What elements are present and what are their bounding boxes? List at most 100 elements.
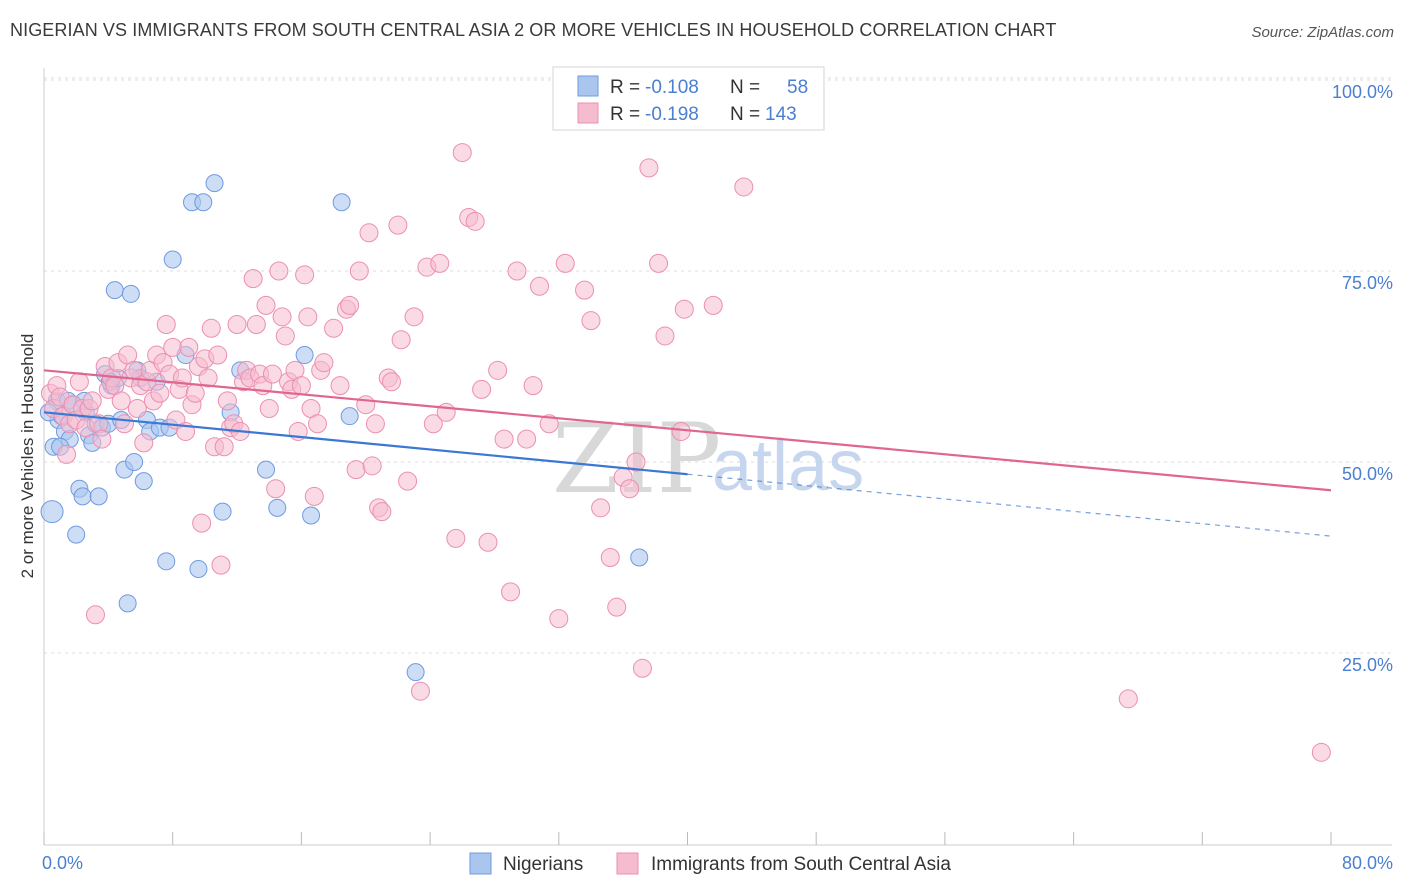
watermark-atlas: atlas bbox=[712, 426, 864, 506]
pink-point-13 bbox=[82, 391, 102, 411]
pink-point-115 bbox=[488, 360, 508, 380]
trend-line-nigerians bbox=[43, 411, 688, 476]
blue-point-52 bbox=[630, 548, 649, 567]
x-tick-marks bbox=[43, 832, 1332, 845]
blue-point-16 bbox=[89, 487, 108, 506]
pink-point-108 bbox=[436, 402, 456, 422]
pink-point-54 bbox=[214, 437, 234, 457]
pink-point-83 bbox=[307, 414, 327, 434]
pink-point-43 bbox=[179, 337, 199, 357]
pink-point-14 bbox=[85, 605, 105, 625]
legend-r-value-1: -0.108 bbox=[645, 77, 699, 98]
y-tick-label-25: 25.0% bbox=[1342, 655, 1393, 675]
pink-point-16 bbox=[92, 429, 112, 449]
blue-point-48 bbox=[302, 506, 321, 525]
legend-swatch-pink bbox=[577, 102, 599, 124]
blue-point-26 bbox=[121, 284, 140, 303]
pink-point-50 bbox=[201, 318, 221, 338]
blue-point-9 bbox=[67, 525, 86, 544]
pink-point-94 bbox=[362, 456, 382, 476]
pink-point-5 bbox=[57, 444, 77, 464]
pink-point-68 bbox=[259, 399, 279, 419]
pink-point-120 bbox=[523, 376, 543, 396]
pink-point-100 bbox=[388, 215, 408, 235]
pink-point-67 bbox=[256, 295, 276, 315]
blue-point-47 bbox=[295, 346, 314, 365]
y-tick-labels: 25.0% 50.0% 75.0% 100.0% bbox=[1332, 82, 1393, 675]
pink-point-27 bbox=[127, 399, 147, 419]
pink-point-125 bbox=[575, 280, 595, 300]
trend-line-nigerians-projection bbox=[687, 473, 1332, 537]
legend-n-label-1: N = bbox=[730, 77, 760, 98]
blue-point-50 bbox=[340, 407, 359, 426]
pink-point-73 bbox=[275, 326, 295, 346]
legend-r-label-2: R = bbox=[610, 104, 640, 125]
pink-point-82 bbox=[304, 486, 324, 506]
blue-point-21 bbox=[105, 281, 124, 300]
pink-point-69 bbox=[262, 364, 282, 384]
pink-point-110 bbox=[452, 143, 472, 163]
pink-point-131 bbox=[620, 479, 640, 499]
bottom-legend-swatch-pink bbox=[616, 852, 639, 875]
pink-point-49 bbox=[198, 368, 218, 388]
trend-line-south-central-asia bbox=[43, 369, 1332, 492]
blue-point-25 bbox=[118, 594, 137, 613]
chart-title: NIGERIAN VS IMMIGRANTS FROM SOUTH CENTRA… bbox=[10, 20, 1057, 40]
blue-point-45 bbox=[257, 460, 276, 479]
pink-point-91 bbox=[349, 261, 369, 281]
pink-point-134 bbox=[639, 158, 659, 178]
y-tick-label-100: 100.0% bbox=[1332, 82, 1393, 102]
pink-point-133 bbox=[632, 658, 652, 678]
blue-point-36 bbox=[163, 250, 182, 269]
legend-swatch-blue bbox=[577, 75, 599, 97]
pink-point-93 bbox=[359, 223, 379, 243]
series-legend: Nigerians Immigrants from South Central … bbox=[469, 852, 951, 875]
pink-point-109 bbox=[446, 528, 466, 548]
pink-point-90 bbox=[346, 460, 366, 480]
pink-point-116 bbox=[494, 429, 514, 449]
pink-point-47 bbox=[192, 513, 212, 533]
y-tick-label-50: 50.0% bbox=[1342, 464, 1393, 484]
pink-point-99 bbox=[381, 372, 401, 392]
pink-point-142 bbox=[1311, 742, 1331, 762]
pink-point-23 bbox=[114, 414, 134, 434]
source-label: Source: ZipAtlas.com bbox=[1251, 24, 1394, 41]
pink-point-117 bbox=[501, 582, 521, 602]
pink-point-113 bbox=[472, 379, 492, 399]
pink-point-29 bbox=[134, 433, 154, 453]
pink-point-70 bbox=[266, 479, 286, 499]
pink-point-129 bbox=[607, 597, 627, 617]
pink-point-119 bbox=[517, 429, 537, 449]
pink-point-63 bbox=[243, 269, 263, 289]
bottom-legend-swatch-blue bbox=[469, 852, 492, 875]
pink-point-64 bbox=[246, 314, 266, 334]
pink-point-124 bbox=[555, 253, 575, 273]
pink-point-80 bbox=[298, 307, 318, 327]
pink-point-58 bbox=[227, 314, 247, 334]
pink-point-72 bbox=[272, 307, 292, 327]
pink-point-92 bbox=[356, 395, 376, 415]
blue-point-35 bbox=[157, 552, 176, 571]
pink-point-86 bbox=[324, 318, 344, 338]
pink-point-123 bbox=[549, 609, 569, 629]
legend-r-label-1: R = bbox=[610, 77, 640, 98]
trend-lines bbox=[43, 369, 1332, 537]
pink-point-85 bbox=[314, 353, 334, 373]
blue-point-40 bbox=[194, 193, 213, 212]
pink-point-101 bbox=[391, 330, 411, 350]
pink-point-34 bbox=[150, 383, 170, 403]
x-tick-label-max: 80.0% bbox=[1342, 853, 1393, 873]
pink-point-126 bbox=[581, 311, 601, 331]
pink-point-55 bbox=[217, 391, 237, 411]
pink-point-121 bbox=[529, 276, 549, 296]
pink-point-141 bbox=[1118, 689, 1138, 709]
pink-point-78 bbox=[291, 376, 311, 396]
blue-point-0 bbox=[40, 500, 64, 524]
legend-n-value-2: 143 bbox=[765, 104, 797, 125]
pink-point-9 bbox=[69, 372, 89, 392]
pink-point-135 bbox=[649, 253, 669, 273]
blue-point-39 bbox=[189, 559, 208, 578]
pink-point-22 bbox=[111, 391, 131, 411]
pink-point-128 bbox=[600, 548, 620, 567]
